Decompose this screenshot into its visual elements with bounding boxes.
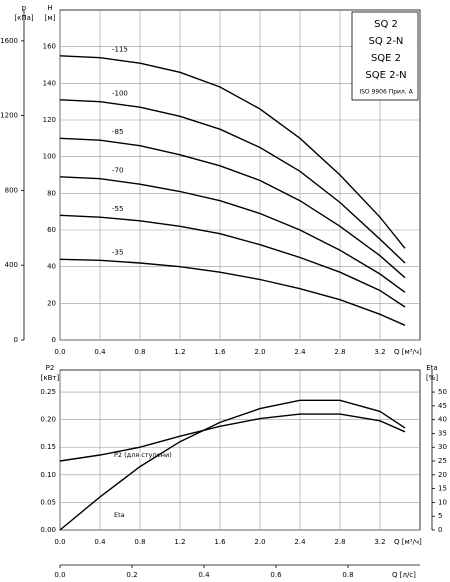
- curve: [59, 258, 406, 326]
- y2-tick-label: 35: [438, 429, 447, 437]
- x2-tick-label: 0.4: [198, 571, 210, 579]
- x-tick-label: 1.6: [214, 538, 226, 546]
- y2-tick-label: 10: [438, 498, 447, 506]
- x-tick-label: 3.2: [374, 538, 385, 546]
- curve-label: -70: [112, 167, 123, 175]
- x-tick-label: 2.8: [334, 348, 345, 356]
- y-tick-label: 80: [47, 189, 56, 197]
- x-tick-label: 0.8: [134, 538, 145, 546]
- x-tick-label: 0.0: [54, 348, 65, 356]
- legend-note: ISO 9906 Прил. A: [359, 89, 413, 96]
- x-tick-label: 1.2: [174, 348, 185, 356]
- y-tick-label: 0.05: [40, 498, 56, 506]
- y-tick-label: 0.00: [40, 526, 56, 534]
- curve: [59, 214, 406, 308]
- curve-label: Eta: [114, 511, 125, 519]
- x-tick-label: 1.2: [174, 538, 185, 546]
- x-tick-label: 0.4: [94, 538, 106, 546]
- y-tick-label: 60: [47, 226, 56, 234]
- y2-tick-label: 800: [5, 186, 18, 194]
- x-axis-label: Q [м³/ч]: [394, 538, 422, 546]
- legend-text: SQ 2: [374, 19, 398, 30]
- y2-tick-label: 50: [438, 388, 447, 396]
- y2-axis-unit: [кПа]: [14, 14, 34, 22]
- y-axis-label: H: [47, 4, 52, 12]
- y-tick-label: 140: [43, 79, 56, 87]
- x-tick-label: 2.4: [294, 538, 306, 546]
- y-tick-label: 0.20: [40, 416, 56, 424]
- y2-tick-label: 1600: [0, 37, 18, 45]
- x-tick-label: 2.8: [334, 538, 345, 546]
- y-tick-label: 160: [43, 43, 56, 51]
- y-tick-label: 100: [43, 153, 56, 161]
- x-tick-label: 1.6: [214, 348, 226, 356]
- y-tick-label: 0.25: [40, 388, 56, 396]
- y2-tick-label: 0: [14, 336, 18, 344]
- y2-tick-label: 0: [438, 526, 442, 534]
- x2-tick-label: 0.0: [54, 571, 65, 579]
- legend-box: [351, 11, 419, 101]
- y2-tick-label: 5: [438, 512, 442, 520]
- x-tick-label: 2.0: [254, 348, 265, 356]
- x-tick-label: 2.4: [294, 348, 306, 356]
- curve: [59, 137, 406, 279]
- x-tick-label: 2.0: [254, 538, 265, 546]
- y2-axis-label: p: [22, 4, 27, 12]
- x-tick-label: 0.4: [94, 348, 106, 356]
- y2-tick-label: 30: [438, 443, 447, 451]
- y-tick-label: 20: [47, 299, 56, 307]
- x-tick-label: 0.0: [54, 538, 65, 546]
- y2-tick-label: 20: [438, 471, 447, 479]
- y2-tick-label: 45: [438, 402, 447, 410]
- curve: [59, 99, 406, 264]
- y-axis-label: P2: [46, 364, 55, 372]
- curve-label: -100: [112, 90, 128, 98]
- y-tick-label: 0.15: [40, 443, 56, 451]
- x-tick-label: 3.2: [374, 348, 385, 356]
- y2-tick-label: 15: [438, 485, 447, 493]
- curve-label: -35: [112, 248, 123, 256]
- curve: [59, 176, 406, 293]
- curve: [59, 399, 406, 531]
- x2-axis-label: Q [л/с]: [392, 571, 416, 579]
- curve-label: -85: [112, 128, 123, 136]
- y2-axis-label: Eta: [426, 364, 437, 372]
- y-tick-label: 0.10: [40, 471, 56, 479]
- curve-label: -115: [112, 46, 128, 54]
- legend-text: SQE 2-N: [365, 70, 406, 81]
- curve: [59, 413, 406, 462]
- x2-tick-label: 0.2: [126, 571, 137, 579]
- x-axis-label: Q [м³/ч]: [394, 348, 422, 356]
- y2-tick-label: 25: [438, 457, 447, 465]
- curve-label: -55: [112, 205, 123, 213]
- curve-label: P2 (для ступени): [114, 451, 172, 459]
- y2-tick-label: 1200: [0, 112, 18, 120]
- legend-text: SQE 2: [371, 53, 401, 64]
- y2-tick-label: 400: [5, 261, 18, 269]
- x-tick-label: 0.8: [134, 348, 145, 356]
- x2-tick-label: 0.6: [270, 571, 282, 579]
- y-tick-label: 120: [43, 116, 56, 124]
- y2-axis-unit: [%]: [426, 374, 438, 382]
- x2-tick-label: 0.8: [342, 571, 353, 579]
- legend-text: SQ 2-N: [369, 36, 404, 47]
- y-tick-label: 40: [47, 263, 56, 271]
- y-axis-unit: [м]: [45, 14, 56, 22]
- y2-tick-label: 40: [438, 416, 447, 424]
- curve: [59, 55, 406, 249]
- y-tick-label: 0: [52, 336, 56, 344]
- y-axis-unit: [кВт]: [41, 374, 60, 382]
